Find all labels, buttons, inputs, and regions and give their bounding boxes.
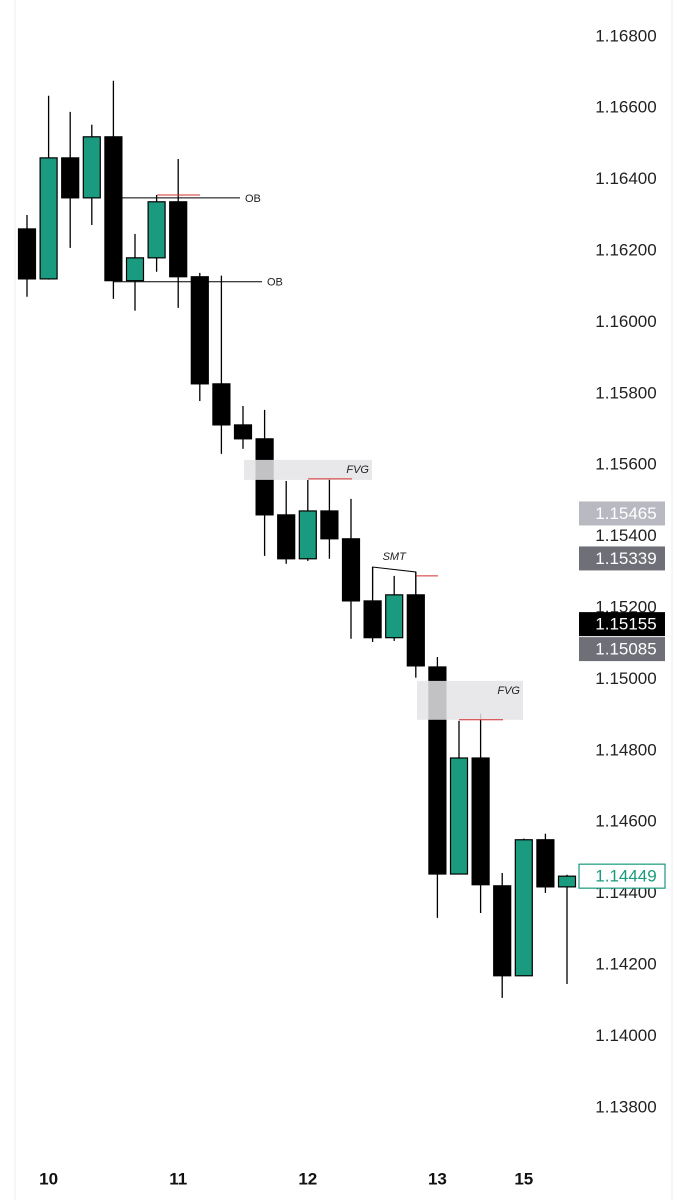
candle-body (277, 514, 296, 560)
y-tick-label: 1.16000 (595, 312, 656, 331)
candle-body (406, 594, 425, 667)
y-tick-label: 1.16200 (595, 241, 656, 260)
price-tag-label: 1.15339 (595, 549, 656, 568)
y-tick-label: 1.16600 (595, 98, 656, 117)
y-tick-label: 1.14200 (595, 955, 656, 974)
candle-body (536, 839, 555, 888)
price-tag (579, 501, 665, 526)
y-tick-label: 1.15400 (595, 526, 656, 545)
candle-body (61, 157, 80, 199)
fvg-label: FVG (497, 685, 520, 697)
candle-body (125, 257, 145, 282)
candle-body (298, 510, 317, 560)
y-tick-label: 1.15000 (595, 669, 656, 688)
candle-body (493, 885, 512, 977)
candle-body (233, 424, 253, 440)
fvg-zone (417, 680, 523, 720)
y-tick-label: 1.15600 (595, 455, 656, 474)
candle-body (320, 510, 339, 540)
y-tick-label: 1.15200 (595, 598, 656, 617)
x-tick-label: 15 (514, 1169, 533, 1188)
candle-body (212, 383, 231, 426)
candle-body (514, 839, 533, 977)
y-tick-label: 1.14600 (595, 812, 656, 831)
price-tag-label: 1.15155 (595, 615, 656, 634)
candle-body (471, 757, 490, 886)
candle-body (449, 757, 469, 875)
y-tick-label: 1.16400 (595, 169, 656, 188)
y-tick-label: 1.13800 (595, 1097, 656, 1116)
candle-body (17, 228, 37, 280)
candle-body (169, 201, 188, 278)
candle-body (39, 157, 58, 280)
price-tag (579, 612, 665, 637)
candle-body (363, 600, 382, 639)
ob-label: OB (245, 193, 261, 205)
y-tick-label: 1.14800 (595, 740, 656, 759)
fvg-zone (244, 459, 372, 480)
price-tag (579, 637, 665, 662)
fvg-label: FVG (346, 464, 369, 476)
price-tag-label: 1.15465 (595, 504, 656, 523)
x-tick-label: 13 (428, 1169, 447, 1188)
smt-line (372, 566, 417, 598)
x-tick-label: 10 (39, 1169, 58, 1188)
x-tick-label: 12 (298, 1169, 317, 1188)
candle-body (104, 136, 123, 282)
y-tick-label: 1.16800 (595, 26, 656, 45)
candle-body (147, 201, 166, 259)
price-tag (579, 546, 665, 571)
candle-body (557, 875, 577, 888)
candle-body (190, 276, 209, 385)
ob-label: OB (267, 277, 283, 289)
price-tag-label: 1.14449 (595, 867, 656, 886)
price-tag (578, 863, 666, 889)
x-tick-label: 11 (169, 1169, 187, 1188)
candle-body (385, 594, 404, 639)
y-tick-label: 1.15800 (595, 383, 656, 402)
smt-label: SMT (383, 551, 408, 563)
candle-body (341, 538, 361, 602)
candle-body (82, 136, 101, 199)
y-tick-label: 1.14000 (595, 1026, 656, 1045)
price-tag-label: 1.15085 (595, 640, 656, 659)
